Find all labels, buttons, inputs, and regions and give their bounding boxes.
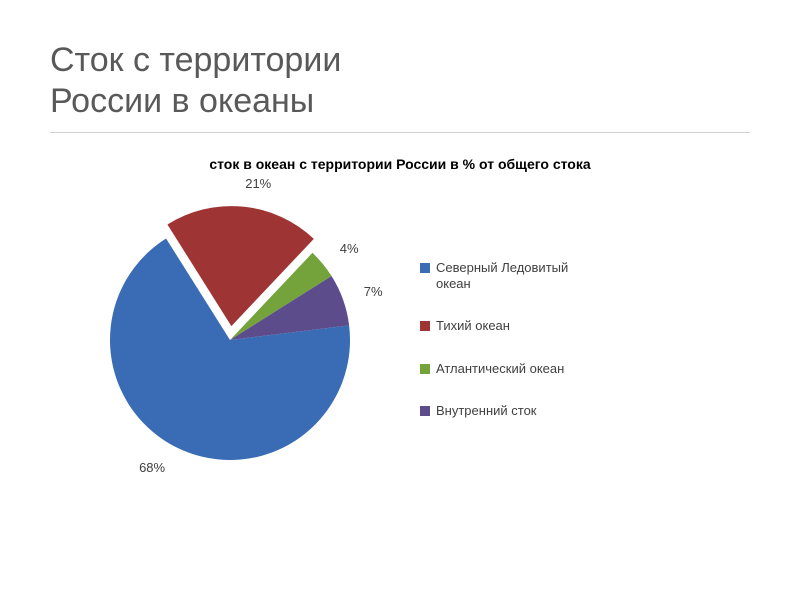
legend-item: Северный Ледовитый океан [420,260,620,293]
legend: Северный Ледовитый океан Тихий океан Атлан… [420,260,620,419]
legend-swatch [420,364,430,374]
legend-label: Внутренний сток [436,403,536,419]
pie-data-label: 68% [139,460,165,475]
legend-swatch [420,321,430,331]
pie-data-label: 4% [340,241,359,256]
pie-data-label: 7% [364,284,383,299]
legend-swatch [420,406,430,416]
pie-chart: 68%21%4%7% [80,190,380,490]
legend-label: Северный Ледовитый океан [436,260,606,293]
legend-label: Тихий океан [436,318,510,334]
legend-item: Атлантический океан [420,361,620,377]
pie-data-label: 21% [245,176,271,191]
legend-swatch [420,263,430,273]
chart-subtitle: сток в океан с территории России в % от … [50,156,750,172]
legend-item: Внутренний сток [420,403,620,419]
legend-label: Атлантический океан [436,361,564,377]
page-title: Сток с территорииРоссии в океаны [50,40,750,122]
legend-item: Тихий океан [420,318,620,334]
title-underline [50,132,750,134]
chart-area: 68%21%4%7% Северный Ледовитый океанТихий… [50,190,750,490]
